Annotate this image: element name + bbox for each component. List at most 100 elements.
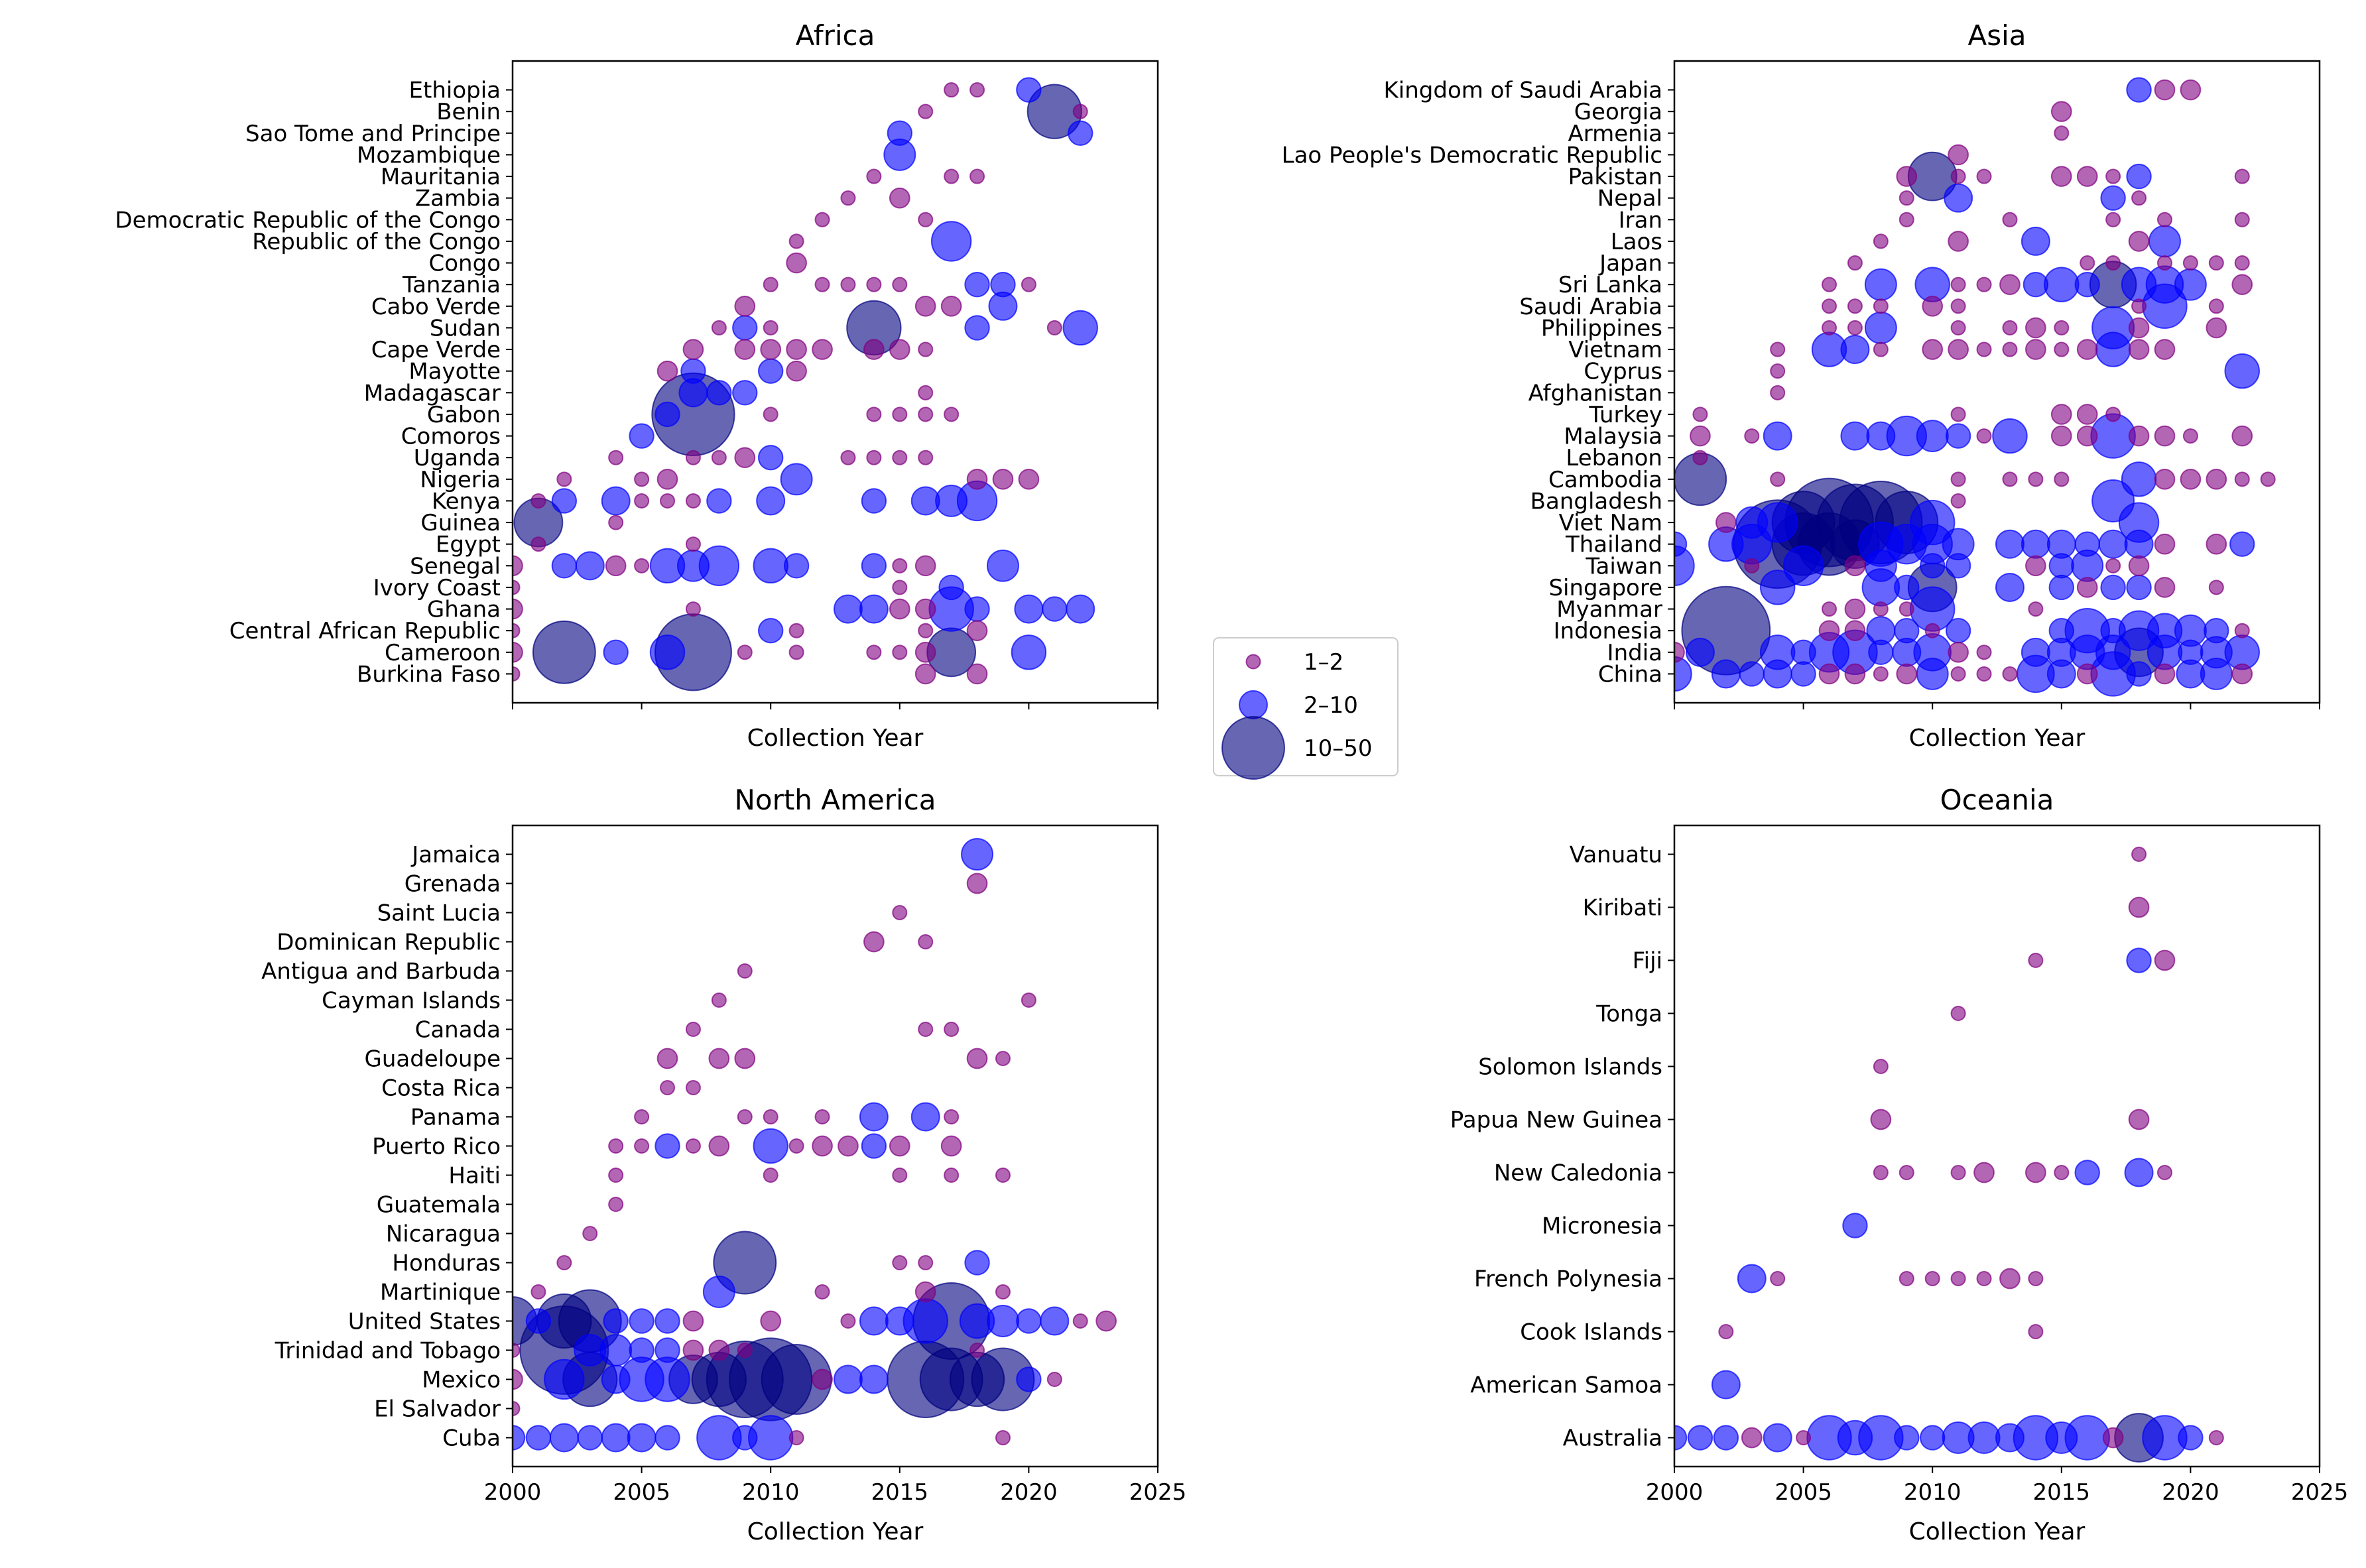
data-point-senegal-2015 <box>892 558 908 573</box>
data-point-australia-2020 <box>2178 1425 2204 1451</box>
data-point-ivory-coast-2000 <box>513 579 521 595</box>
data-point-papua-new-guinea-2008 <box>1870 1109 1892 1130</box>
y-tick-label: Burkina Faso <box>357 661 501 688</box>
y-tick-label: Lebanon <box>1566 445 1662 471</box>
data-point-malaysia-2011 <box>1945 423 1971 449</box>
data-point-antigua-and-barbuda-2009 <box>737 963 753 979</box>
axes-frame <box>511 60 1159 704</box>
y-tick-label: Tanzania <box>402 272 501 298</box>
y-tick-label: Senegal <box>410 553 501 579</box>
data-point-cameroon-2015 <box>892 644 908 660</box>
data-point-philippines-2007 <box>1847 320 1863 335</box>
data-point-nigeria-2011 <box>780 463 813 496</box>
data-point-kingdom-of-saudi-arabia-2019 <box>2154 79 2176 101</box>
data-point-turkey-2016 <box>2076 404 2098 425</box>
data-point-viet-nam-2003 <box>1735 506 1769 539</box>
data-point-australia-2004 <box>1763 1423 1792 1453</box>
y-tick-label: Tonga <box>1595 1001 1662 1028</box>
data-point-ghana-2000 <box>513 598 523 620</box>
data-point-panama-2014 <box>859 1102 889 1132</box>
legend-marker-1-2 <box>1245 654 1261 670</box>
data-point-uganda-2013 <box>840 450 856 465</box>
data-point-central-african-republic-2000 <box>513 623 521 638</box>
panel-title: Africa <box>796 19 875 52</box>
data-point-singapore-2021 <box>2208 579 2224 595</box>
data-point-china-2004 <box>1763 659 1792 689</box>
data-point-cape-verde-2014 <box>863 339 885 360</box>
y-tick-label: Cuba <box>442 1425 501 1451</box>
data-point-iran-2019 <box>2156 211 2172 227</box>
data-point-cook-islands-2014 <box>2028 1323 2044 1339</box>
data-point-nepal-2011 <box>1944 183 1973 213</box>
data-point-singapore-2009 <box>1894 574 1920 601</box>
y-tick-label: Kenya <box>432 488 501 514</box>
y-tick-label: Myanmar <box>1556 597 1662 623</box>
y-tick-label: Indonesia <box>1554 618 1662 644</box>
data-point-taiwan-2007 <box>1844 555 1866 577</box>
data-point-lebanon-2001 <box>1692 450 1708 465</box>
data-point-panama-2010 <box>763 1109 778 1125</box>
panel-oceania: Australia American Samoa Cook Islands Frenc… <box>1450 784 2348 1545</box>
data-point-cabo-verde-2017 <box>940 295 962 317</box>
data-point-martinique-2001 <box>530 1284 546 1299</box>
data-point-mexico-2013 <box>833 1364 863 1394</box>
panel-title: Asia <box>1967 19 2026 52</box>
legend-label: 2–10 <box>1304 692 1358 719</box>
y-tick-label: Turkey <box>1588 402 1662 428</box>
data-point-japan-2020 <box>2182 255 2198 271</box>
data-point-madagascar-2009 <box>732 380 758 406</box>
y-tick-label: Cameroon <box>385 640 501 666</box>
data-point-taiwan-2003 <box>1744 558 1760 573</box>
data-point-trinidad-and-tobago-2008 <box>708 1339 730 1361</box>
data-point-philippines-2011 <box>1950 320 1966 335</box>
data-point-united-states-2001 <box>525 1308 552 1334</box>
data-point-cuba-2001 <box>525 1425 552 1451</box>
data-point-united-states-2004 <box>603 1308 629 1334</box>
data-point-india-2005 <box>1790 639 1816 666</box>
data-point-cyprus-2022 <box>2224 353 2260 389</box>
y-tick-label: Singapore <box>1548 575 1662 601</box>
data-point-el-salvador-2000 <box>513 1400 521 1416</box>
data-point-sri-lanka-2012 <box>1976 276 1992 292</box>
legend-marker-2-10 <box>1239 690 1268 719</box>
data-point-vietnam-2012 <box>1976 341 1992 357</box>
y-tick-label: Central African Republic <box>229 618 501 644</box>
data-point-iran-2009 <box>1899 211 1914 227</box>
data-point-honduras-2009 <box>713 1231 777 1295</box>
data-point-china-2015 <box>2046 659 2076 689</box>
data-point-japan-2017 <box>2105 255 2121 271</box>
data-point-uganda-2008 <box>711 450 727 465</box>
data-point-mexico-2020 <box>1016 1366 1042 1392</box>
data-point-trinidad-and-tobago-2018 <box>969 1342 985 1358</box>
data-point-cameroon-2016 <box>914 641 936 663</box>
data-point-thailand-2019 <box>2154 533 2176 555</box>
y-tick-label: Fiji <box>1633 948 1662 975</box>
y-tick-label: Nicaragua <box>386 1221 501 1247</box>
data-point-cambodia-2019 <box>2154 468 2176 490</box>
y-tick-label: United States <box>348 1308 501 1335</box>
y-tick-label: American Samoa <box>1470 1372 1662 1398</box>
data-point-mexico-2018 <box>949 1351 1005 1408</box>
data-point-puerto-rico-2006 <box>654 1133 680 1159</box>
data-point-cape-verde-2010 <box>760 339 782 360</box>
x-tick-label: 2005 <box>1774 1479 1832 1506</box>
data-point-trinidad-and-tobago-2000 <box>513 1342 521 1358</box>
data-point-panama-2005 <box>634 1109 650 1125</box>
data-point-cuba-2005 <box>627 1423 656 1453</box>
y-tick-label: Honduras <box>392 1250 501 1276</box>
data-point-puerto-rico-2010 <box>753 1128 788 1164</box>
data-point-myanmar-2007 <box>1844 598 1866 620</box>
data-point-philippines-2013 <box>2002 320 2018 335</box>
data-point-guadeloupe-2018 <box>966 1048 988 1069</box>
data-point-martinique-2016 <box>914 1281 936 1303</box>
data-point-vietnam-2008 <box>1873 341 1889 357</box>
data-point-papua-new-guinea-2018 <box>2128 1109 2150 1130</box>
data-point-senegal-2011 <box>783 553 810 579</box>
data-point-malaysia-2020 <box>2182 428 2198 444</box>
data-point-viet-nam-2002 <box>1715 512 1737 533</box>
y-tick-label: Mayotte <box>408 359 501 385</box>
data-point-united-states-2013 <box>840 1313 856 1329</box>
data-point-china-2000 <box>1674 656 1692 692</box>
x-axis-label: Collection Year <box>747 725 924 752</box>
